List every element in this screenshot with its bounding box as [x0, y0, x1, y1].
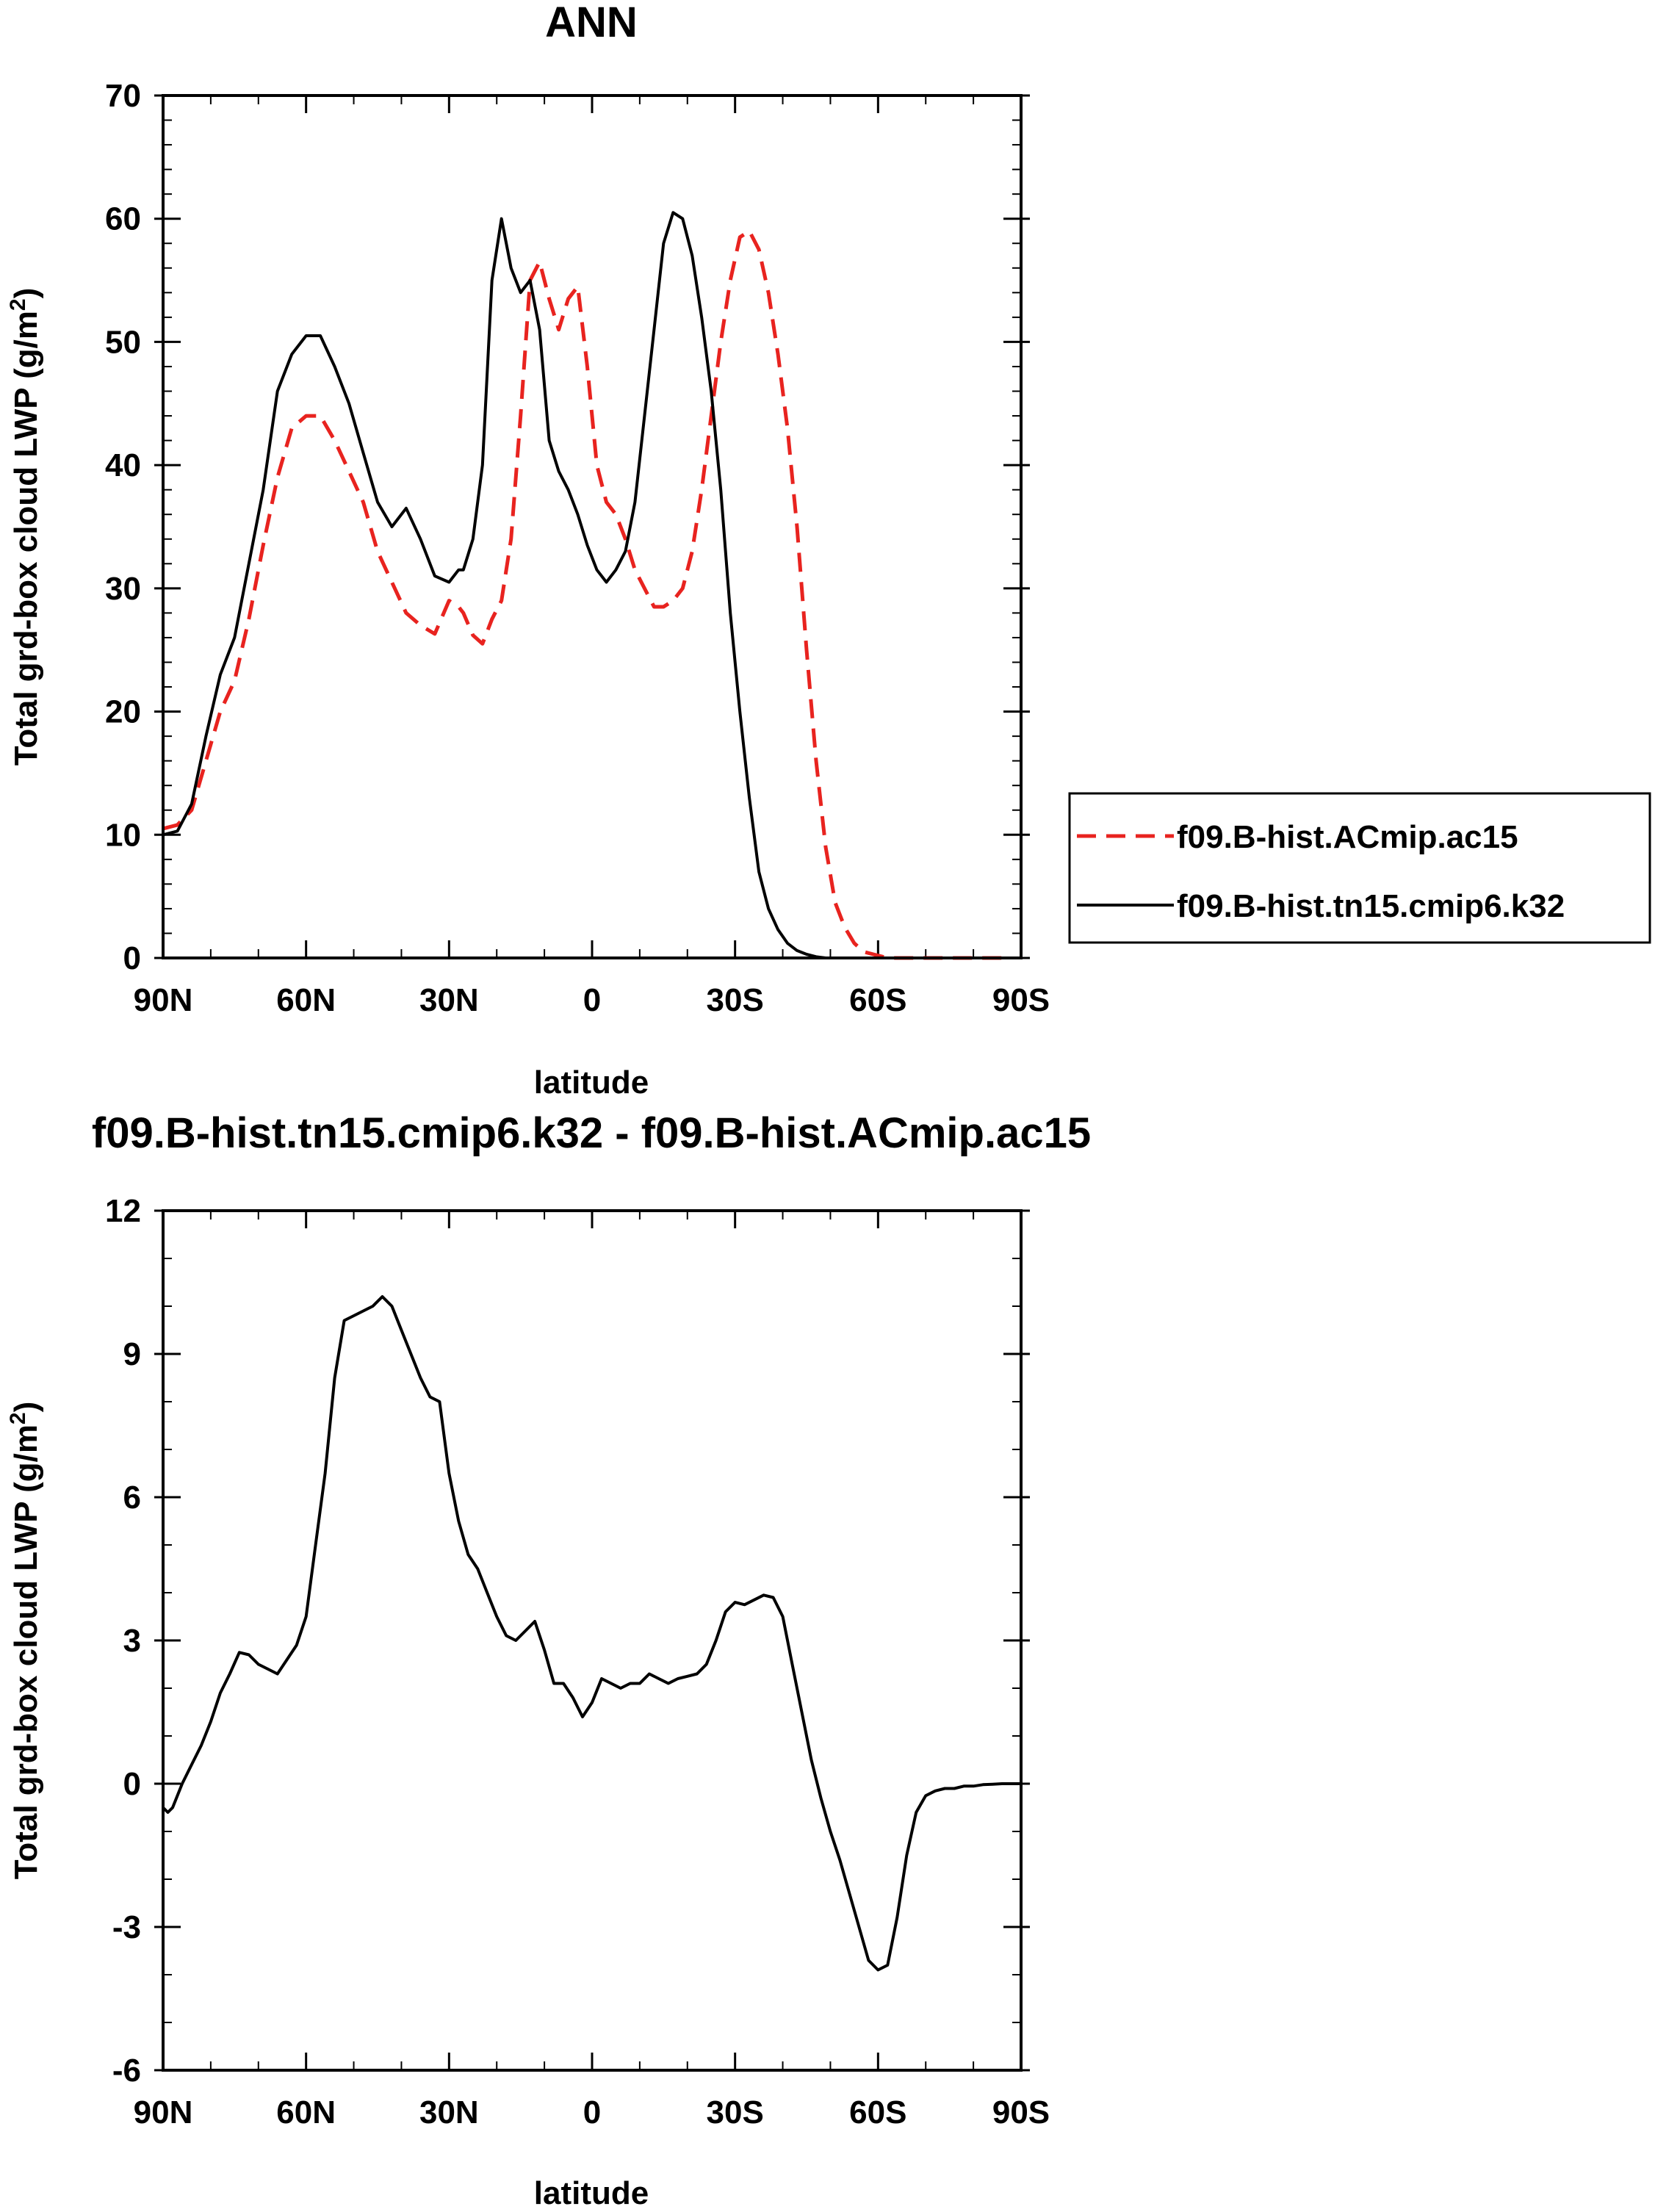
bottom-x-tick-label: 0 — [583, 2094, 601, 2130]
bottom-chart-series — [162, 1295, 1021, 1972]
top-x-tick-label: 30N — [419, 982, 479, 1018]
top-y-tick-label: 10 — [105, 817, 141, 853]
legend-box — [1068, 792, 1651, 944]
top-plot-frame — [162, 94, 1023, 959]
top-x-tick-label: 90S — [992, 982, 1050, 1018]
bottom-y-axis-label-close: ) — [8, 1402, 44, 1413]
bottom-y-tick-label: -3 — [112, 1909, 141, 1945]
top-x-tick-label: 90N — [134, 982, 193, 1018]
top-x-tick-label: 60N — [276, 982, 336, 1018]
bottom-x-axis-label: latitude — [534, 2175, 649, 2211]
top-chart-ticks: 90N 60N 30N 0 30S 60S 90S 0 10 20 30 40 50 60 70 — [105, 78, 1050, 1018]
top-x-axis-label: latitude — [534, 1064, 649, 1100]
top-y-tick-label: 50 — [105, 324, 141, 360]
legend: f09.B-hist.ACmip.ac15 f09.B-hist.tn15.cm… — [1068, 792, 1651, 944]
bottom-y-tick-label: 12 — [105, 1193, 141, 1229]
top-y-axis-label: Total grd-box cloud LWP (g/m2) — [6, 288, 45, 766]
top-y-axis-label-sup: 2 — [6, 298, 30, 311]
bottom-x-tick-label: 30S — [707, 2094, 764, 2130]
bottom-y-tick-label: 6 — [123, 1480, 141, 1516]
bottom-x-tick-label: 30N — [419, 2094, 479, 2130]
bottom-chart-ticks: 90N 60N 30N 0 30S 60S 90S -6 -3 0 3 6 9 12 — [105, 1193, 1050, 2130]
top-chart-title: ANN — [545, 0, 638, 46]
top-series-line-0 — [162, 229, 1002, 960]
top-y-tick-label: 70 — [105, 78, 141, 114]
bottom-chart-title: f09.B-hist.tn15.cmip6.k32 - f09.B-hist.A… — [92, 1109, 1091, 1157]
bottom-series-line-0 — [162, 1295, 1021, 1972]
bottom-y-axis-label-main: Total grd-box cloud LWP (g/m — [8, 1424, 44, 1879]
top-y-tick-label: 0 — [123, 940, 141, 976]
bottom-plot-frame — [162, 1209, 1023, 2072]
top-y-axis-label-main: Total grd-box cloud LWP (g/m — [8, 311, 44, 765]
legend-label-ac15: f09.B-hist.ACmip.ac15 — [1177, 819, 1518, 855]
bottom-chart: f09.B-hist.tn15.cmip6.k32 - f09.B-hist.A… — [6, 1109, 1092, 2211]
top-x-tick-label: 60S — [849, 982, 906, 1018]
top-chart: ANN 90N 60N 30N 0 30S 60S 90S 0 10 20 30 40 50 60 70 l… — [6, 0, 1651, 1100]
top-x-tick-label: 0 — [583, 982, 601, 1018]
top-chart-series — [162, 211, 1002, 960]
bottom-y-tick-label: 3 — [123, 1623, 141, 1659]
bottom-x-tick-label: 60N — [276, 2094, 336, 2130]
top-y-tick-label: 60 — [105, 201, 141, 237]
top-x-tick-label: 30S — [707, 982, 764, 1018]
bottom-x-tick-label: 90S — [992, 2094, 1050, 2130]
bottom-y-tick-label: 9 — [123, 1336, 141, 1372]
bottom-y-axis-label-sup: 2 — [6, 1412, 30, 1424]
bottom-x-tick-label: 60S — [849, 2094, 906, 2130]
top-y-tick-label: 40 — [105, 447, 141, 483]
top-y-tick-label: 20 — [105, 694, 141, 730]
bottom-y-axis-label: Total grd-box cloud LWP (g/m2) — [6, 1402, 45, 1880]
bottom-y-tick-label: 0 — [123, 1766, 141, 1802]
bottom-x-tick-label: 90N — [134, 2094, 193, 2130]
legend-label-k32: f09.B-hist.tn15.cmip6.k32 — [1177, 888, 1565, 924]
top-y-tick-label: 30 — [105, 571, 141, 607]
top-y-axis-label-close: ) — [8, 288, 44, 299]
bottom-y-tick-label: -6 — [112, 2053, 141, 2089]
